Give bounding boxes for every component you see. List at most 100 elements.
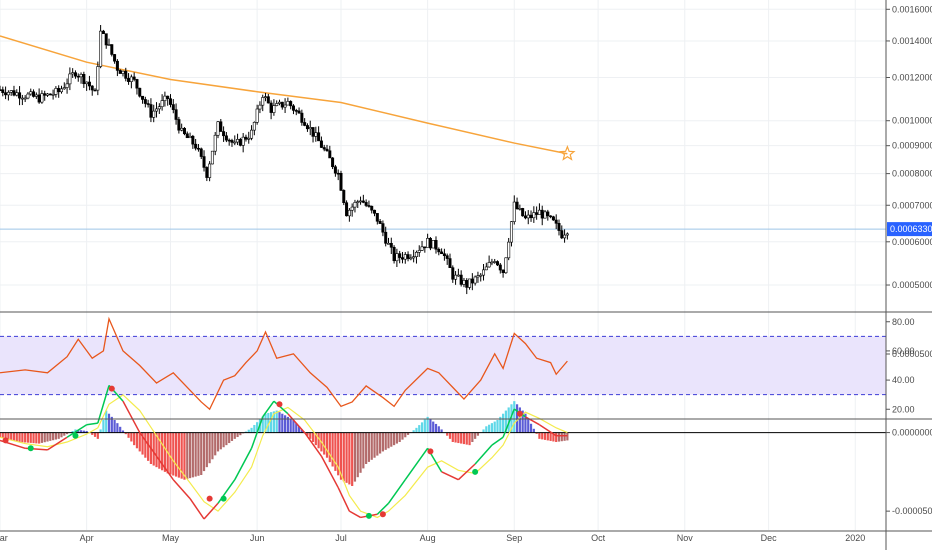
candle-body	[7, 92, 9, 95]
macd-histogram-bar	[385, 433, 387, 450]
candle-body	[4, 93, 6, 95]
candle-body	[535, 213, 537, 215]
candle-body	[85, 82, 87, 84]
macd-histogram-bar	[209, 433, 211, 464]
candle-body	[446, 256, 448, 259]
macd-histogram-bar	[97, 433, 99, 439]
macd-histogram-bar	[52, 433, 54, 441]
macd-histogram-bar	[424, 420, 426, 433]
candle-body	[351, 207, 353, 210]
candle-body	[94, 90, 96, 91]
macd-histogram-bar	[270, 412, 272, 432]
macd-y-tick-label: 0.0000000	[892, 428, 932, 438]
candle-body	[236, 139, 238, 142]
candle-body	[329, 151, 331, 158]
macd-histogram-bar	[318, 433, 320, 449]
macd-cross-marker	[427, 448, 433, 454]
candle-body	[69, 74, 71, 84]
macd-histogram-bar	[189, 433, 191, 479]
macd-histogram-bar	[449, 433, 451, 439]
candle-body	[133, 77, 135, 79]
candle-body	[32, 92, 34, 97]
candle-body	[30, 92, 32, 94]
macd-histogram-bar	[175, 433, 177, 477]
candle-body	[379, 221, 381, 223]
macd-histogram-bar	[452, 433, 454, 442]
macd-histogram-bar	[220, 433, 222, 450]
macd-histogram-bar	[351, 433, 353, 486]
macd-histogram-bar	[533, 429, 535, 433]
macd-histogram-bar	[544, 433, 546, 440]
x-tick-label: Jul	[335, 533, 347, 543]
macd-histogram-bar	[387, 433, 389, 449]
x-tick-label: May	[162, 533, 180, 543]
candle-body	[348, 210, 350, 216]
macd-cross-marker	[517, 411, 523, 417]
macd-histogram-bar	[471, 433, 473, 442]
candle-body	[250, 130, 252, 138]
candle-body	[502, 270, 504, 273]
candle-body	[457, 275, 459, 276]
macd-histogram-bar	[371, 433, 373, 460]
candle-body	[211, 151, 213, 164]
candle-body	[44, 94, 46, 96]
macd-histogram-bar	[250, 428, 252, 433]
macd-histogram-bar	[206, 433, 208, 468]
candle-body	[18, 93, 20, 98]
candle-body	[371, 206, 373, 210]
candle-body	[460, 275, 462, 284]
candle-body	[267, 97, 269, 103]
macd-histogram-bar	[390, 433, 392, 447]
candle-body	[494, 262, 496, 263]
candle-body	[295, 110, 297, 111]
candle-body	[298, 111, 300, 113]
candle-body	[80, 74, 82, 76]
candle-body	[46, 94, 48, 95]
macd-histogram-bar	[502, 414, 504, 433]
candle-body	[507, 242, 509, 258]
macd-histogram-bar	[13, 433, 15, 441]
candle-body	[468, 279, 470, 287]
candle-body	[373, 210, 375, 213]
x-tick-label: 2020	[845, 533, 865, 543]
macd-histogram-bar	[488, 425, 490, 433]
candle-body	[385, 232, 387, 243]
candle-body	[396, 254, 398, 261]
macd-histogram-bar	[44, 433, 46, 443]
candle-body	[189, 136, 191, 137]
candle-body	[398, 254, 400, 258]
macd-histogram-bar	[359, 433, 361, 473]
candle-body	[499, 265, 501, 270]
candle-body	[178, 120, 180, 131]
candle-body	[485, 267, 487, 270]
candle-body	[301, 113, 303, 122]
candle-body	[74, 73, 76, 77]
macd-histogram-bar	[21, 433, 23, 443]
candle-body	[192, 136, 194, 144]
candle-body	[38, 95, 40, 102]
macd-histogram-bar	[561, 433, 563, 442]
candle-body	[27, 94, 29, 98]
candle-body	[415, 252, 417, 256]
macd-y-tick-label: -0.0000500	[892, 506, 932, 516]
candle-body	[281, 102, 283, 107]
candle-body	[382, 224, 384, 233]
candle-body	[533, 213, 535, 218]
candle-body	[125, 71, 127, 78]
candle-body	[334, 167, 336, 173]
candle-body	[544, 212, 546, 218]
candle-body	[259, 105, 261, 109]
candle-body	[77, 76, 79, 77]
candle-body	[421, 247, 423, 251]
candle-body	[245, 137, 247, 139]
macd-histogram-bar	[0, 433, 1, 438]
macd-histogram-bar	[49, 433, 51, 441]
macd-histogram-bar	[323, 433, 325, 455]
candle-body	[477, 276, 479, 277]
candle-body	[102, 31, 104, 34]
macd-cross-marker	[109, 386, 115, 392]
candle-body	[60, 89, 62, 92]
candle-body	[83, 74, 85, 83]
